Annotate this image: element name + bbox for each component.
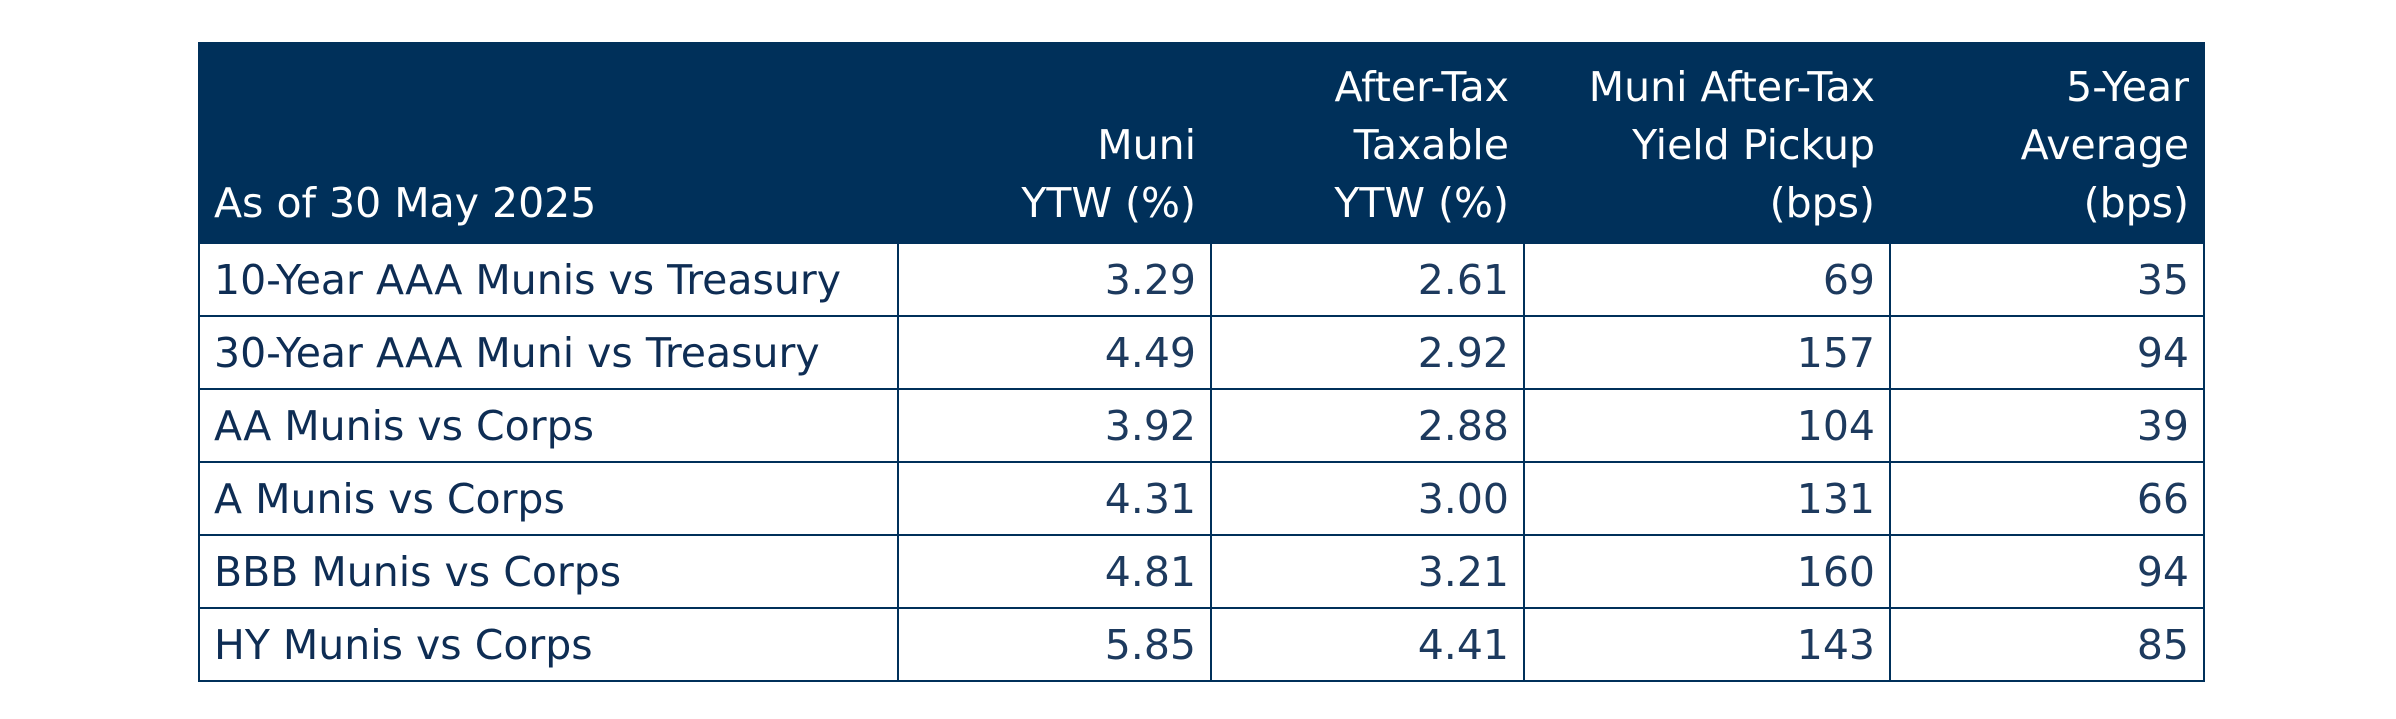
- cell-after-tax-taxable-ytw: 4.41: [1210, 607, 1525, 682]
- header-five-year-average: 5-Year Average (bps): [1889, 42, 2205, 244]
- cell-yield-pickup: 131: [1523, 461, 1891, 536]
- cell-muni-ytw: 3.29: [897, 242, 1212, 317]
- cell-yield-pickup: 143: [1523, 607, 1891, 682]
- header-after-tax-taxable-ytw: After-Tax Taxable YTW (%): [1210, 42, 1525, 244]
- header-line: As of 30 May 2025: [214, 179, 597, 227]
- cell-muni-ytw: 4.31: [897, 461, 1212, 536]
- header-line: 5-Year: [2066, 63, 2189, 111]
- cell-after-tax-taxable-ytw: 3.00: [1210, 461, 1525, 536]
- row-label: 30-Year AAA Muni vs Treasury: [198, 315, 899, 390]
- cell-yield-pickup: 160: [1523, 534, 1891, 609]
- header-line: YTW (%): [1021, 179, 1196, 227]
- header-muni-ytw: Muni YTW (%): [897, 42, 1212, 244]
- cell-muni-ytw: 4.81: [897, 534, 1212, 609]
- cell-yield-pickup: 69: [1523, 242, 1891, 317]
- table-row: HY Munis vs Corps 5.85 4.41 143 85: [198, 607, 2205, 682]
- cell-after-tax-taxable-ytw: 2.61: [1210, 242, 1525, 317]
- row-label: AA Munis vs Corps: [198, 388, 899, 463]
- cell-five-year-average: 35: [1889, 242, 2205, 317]
- cell-after-tax-taxable-ytw: 2.88: [1210, 388, 1525, 463]
- cell-five-year-average: 66: [1889, 461, 2205, 536]
- cell-muni-ytw: 5.85: [897, 607, 1212, 682]
- cell-yield-pickup: 157: [1523, 315, 1891, 390]
- table-header: As of 30 May 2025 Muni YTW (%) After-Tax…: [198, 42, 2205, 244]
- header-line: After-Tax: [1334, 63, 1509, 111]
- table-body: 10-Year AAA Munis vs Treasury 3.29 2.61 …: [198, 242, 2205, 682]
- cell-muni-ytw: 4.49: [897, 315, 1212, 390]
- table-row: 10-Year AAA Munis vs Treasury 3.29 2.61 …: [198, 242, 2205, 317]
- header-line: (bps): [2083, 179, 2189, 227]
- cell-after-tax-taxable-ytw: 3.21: [1210, 534, 1525, 609]
- cell-five-year-average: 39: [1889, 388, 2205, 463]
- cell-five-year-average: 85: [1889, 607, 2205, 682]
- cell-five-year-average: 94: [1889, 315, 2205, 390]
- header-as-of-date: As of 30 May 2025: [198, 42, 899, 244]
- cell-five-year-average: 94: [1889, 534, 2205, 609]
- yield-table-container: As of 30 May 2025 Muni YTW (%) After-Tax…: [198, 42, 2205, 682]
- header-line: (bps): [1769, 179, 1875, 227]
- table-row: BBB Munis vs Corps 4.81 3.21 160 94: [198, 534, 2205, 609]
- header-line: Average: [2020, 121, 2189, 169]
- cell-after-tax-taxable-ytw: 2.92: [1210, 315, 1525, 390]
- cell-muni-ytw: 3.92: [897, 388, 1212, 463]
- cell-yield-pickup: 104: [1523, 388, 1891, 463]
- row-label: HY Munis vs Corps: [198, 607, 899, 682]
- header-line: Taxable: [1353, 121, 1509, 169]
- header-line: Muni: [1097, 121, 1196, 169]
- table-row: 30-Year AAA Muni vs Treasury 4.49 2.92 1…: [198, 315, 2205, 390]
- row-label: BBB Munis vs Corps: [198, 534, 899, 609]
- header-line: Muni After-Tax: [1588, 63, 1875, 111]
- table-row: AA Munis vs Corps 3.92 2.88 104 39: [198, 388, 2205, 463]
- header-line: YTW (%): [1334, 179, 1509, 227]
- muni-yield-comparison-table: As of 30 May 2025 Muni YTW (%) After-Tax…: [198, 42, 2205, 682]
- table-row: A Munis vs Corps 4.31 3.00 131 66: [198, 461, 2205, 536]
- row-label: 10-Year AAA Munis vs Treasury: [198, 242, 899, 317]
- header-row: As of 30 May 2025 Muni YTW (%) After-Tax…: [198, 42, 2205, 244]
- header-yield-pickup: Muni After-Tax Yield Pickup (bps): [1523, 42, 1891, 244]
- header-line: Yield Pickup: [1632, 121, 1875, 169]
- row-label: A Munis vs Corps: [198, 461, 899, 536]
